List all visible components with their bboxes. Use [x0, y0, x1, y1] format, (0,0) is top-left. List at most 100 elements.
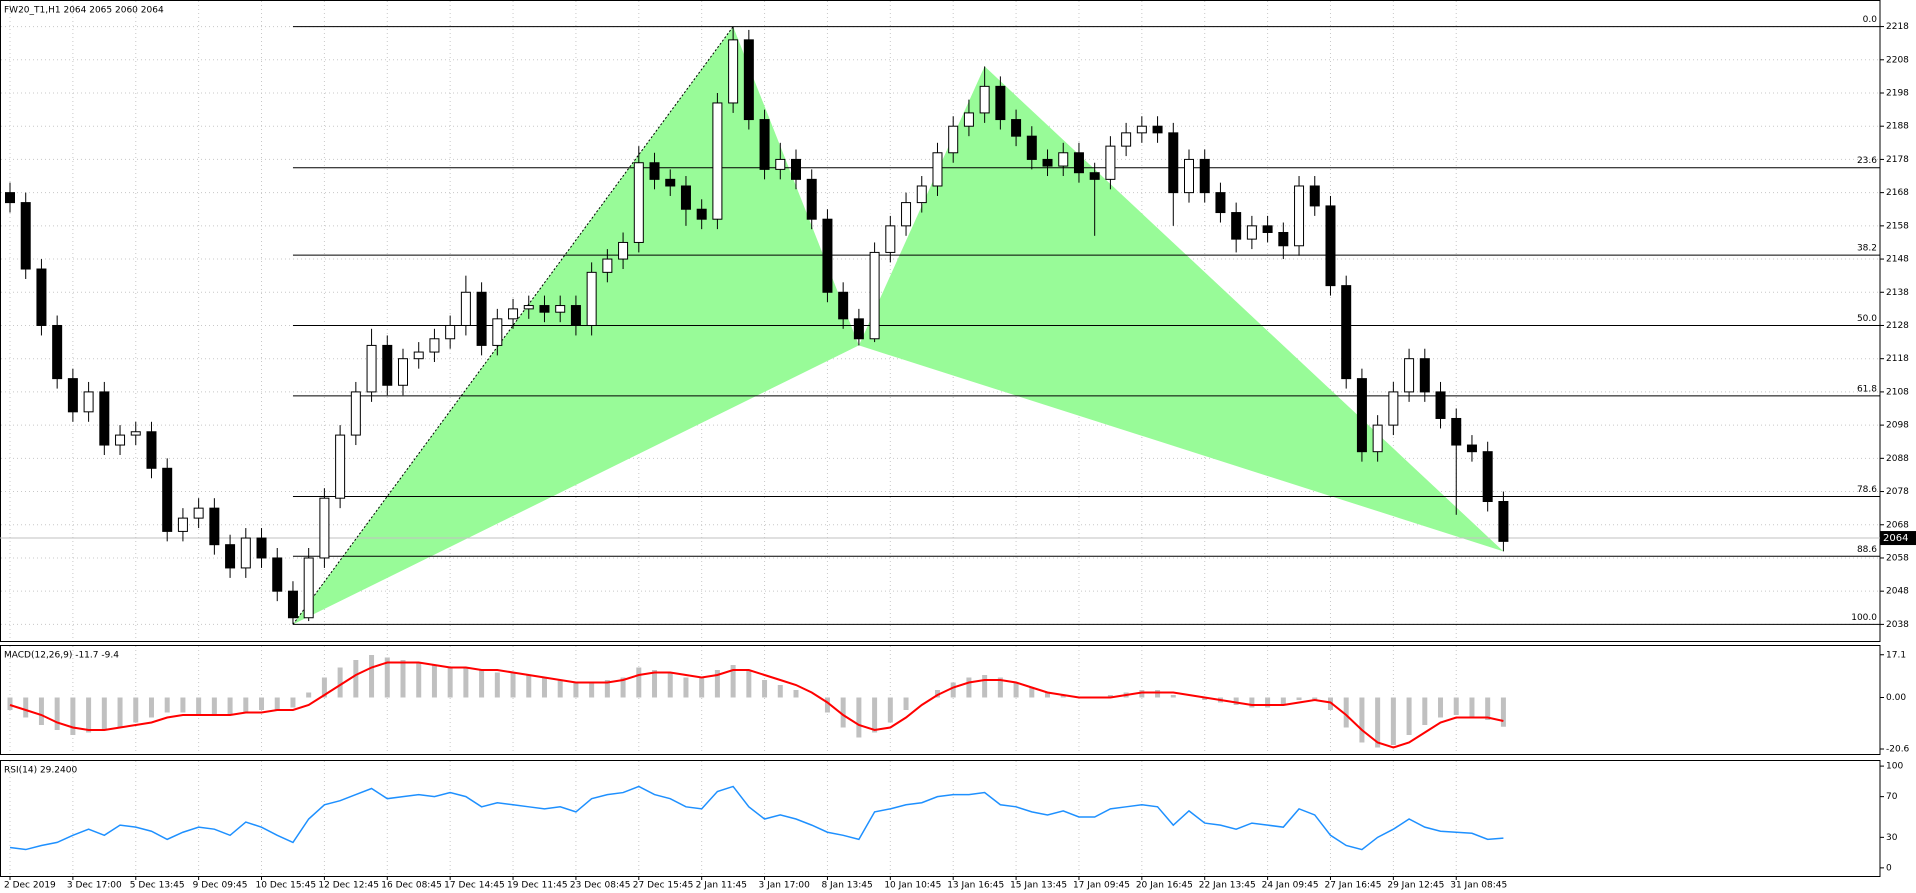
y-tick-label: 0	[1886, 863, 1892, 873]
x-tick-label: 8 Jan 13:45	[821, 881, 872, 891]
candle-body	[885, 225, 896, 253]
fib-label: 78.6	[1857, 485, 1877, 495]
candle-body	[1435, 391, 1446, 419]
macd-histogram-bar	[714, 670, 720, 698]
y-tick-label: 2098	[1886, 421, 1909, 431]
candle-body	[1419, 358, 1430, 393]
macd-histogram-bar	[1170, 695, 1176, 698]
macd-histogram-bar	[982, 675, 988, 698]
x-tick-label: 24 Jan 09:45	[1262, 881, 1319, 891]
macd-histogram-bar	[699, 677, 705, 698]
macd-histogram-bar	[541, 677, 547, 698]
macd-histogram-bar	[667, 672, 673, 698]
candle-body	[445, 324, 456, 340]
candle-body	[979, 85, 990, 114]
candle-body	[838, 291, 849, 320]
macd-histogram-bar	[1233, 697, 1239, 705]
candle-body	[1294, 185, 1305, 247]
y-tick-label: 2148	[1886, 255, 1909, 265]
macd-histogram-bar	[133, 697, 139, 723]
last-price-box	[1880, 531, 1916, 546]
candle-body	[1278, 231, 1289, 247]
candle-body	[1451, 417, 1462, 446]
x-tick-label: 31 Jan 08:45	[1450, 881, 1507, 891]
macd-histogram-bar	[589, 682, 595, 698]
candle-body	[901, 202, 912, 227]
macd-histogram-bar	[7, 697, 13, 710]
fib-label: 100.0	[1851, 613, 1877, 623]
candle-body	[1121, 132, 1132, 147]
macd-histogram-bar	[1343, 697, 1349, 728]
candle-body	[822, 218, 833, 293]
macd-histogram-bar	[86, 697, 92, 733]
macd-histogram-bar	[463, 667, 469, 698]
macd-histogram-bar	[227, 697, 233, 715]
candle-body	[20, 202, 31, 270]
macd-histogram-bar	[1406, 697, 1412, 735]
candle-body	[649, 162, 660, 180]
candle-body	[413, 351, 424, 360]
macd-histogram-bar	[400, 660, 406, 698]
candle-body	[67, 378, 78, 413]
y-tick-label: 2208	[1886, 55, 1909, 65]
candle-body	[366, 344, 377, 393]
candle-body	[1231, 212, 1242, 240]
candle-body	[1246, 225, 1257, 240]
macd-histogram-bar	[54, 697, 60, 730]
candle-body	[618, 241, 629, 260]
macd-histogram-bar	[196, 697, 202, 715]
x-tick-label: 10 Dec 15:45	[256, 881, 317, 891]
macd-histogram-bar	[1453, 697, 1459, 715]
candle-body	[539, 305, 550, 313]
macd-histogram-bar	[101, 697, 107, 730]
macd-histogram-bar	[479, 670, 485, 698]
y-tick-label: 2118	[1886, 354, 1909, 364]
candle-body	[791, 158, 801, 180]
x-tick-label: 17 Dec 14:45	[444, 881, 505, 891]
candle-body	[209, 507, 220, 546]
y-tick-label: 2198	[1886, 88, 1909, 98]
candle-body	[1215, 192, 1226, 214]
macd-histogram-bar	[604, 680, 610, 698]
candle-body	[460, 291, 471, 326]
macd-histogram-bar	[573, 682, 579, 698]
candle-body	[1168, 132, 1179, 194]
macd-histogram-bar	[1438, 697, 1444, 718]
x-tick-label: 12 Dec 12:45	[318, 881, 379, 891]
candle-body	[1482, 451, 1493, 503]
macd-histogram-bar	[1060, 695, 1066, 698]
macd-histogram-bar	[1029, 687, 1035, 698]
candle-body	[319, 497, 330, 559]
x-tick-label: 3 Jan 17:00	[759, 881, 811, 891]
candle-body	[1325, 205, 1336, 287]
candle-body	[1498, 501, 1509, 542]
macd-histogram-bar	[369, 655, 375, 698]
candle-body	[492, 318, 503, 346]
macd-histogram-bar	[1485, 697, 1491, 720]
x-tick-label: 20 Jan 16:45	[1136, 881, 1193, 891]
candle-body	[1026, 135, 1037, 160]
candle-body	[1372, 424, 1383, 453]
x-tick-label: 13 Jan 16:45	[947, 881, 1004, 891]
candle-body	[1152, 125, 1163, 134]
y-tick-label: 17.1	[1886, 650, 1906, 660]
candle-body	[193, 507, 204, 519]
candle-body	[287, 590, 298, 619]
candle-body	[963, 112, 974, 127]
x-tick-label: 10 Jan 10:45	[884, 881, 941, 891]
macd-histogram-bar	[636, 667, 642, 698]
candle-body	[99, 391, 110, 446]
fib-label: 0.0	[1863, 15, 1878, 25]
x-tick-label: 5 Dec 13:45	[130, 881, 185, 891]
macd-histogram-bar	[887, 697, 893, 723]
macd-histogram-bar	[652, 670, 658, 698]
pane-frame	[0, 760, 1881, 877]
x-tick-label: 27 Dec 15:45	[633, 881, 694, 891]
candle-body	[256, 537, 267, 559]
candle-body	[916, 185, 927, 204]
macd-histogram-bar	[117, 697, 123, 728]
macd-histogram-bar	[1202, 697, 1208, 700]
macd-histogram-bar	[290, 697, 296, 708]
candle-body	[162, 467, 173, 532]
